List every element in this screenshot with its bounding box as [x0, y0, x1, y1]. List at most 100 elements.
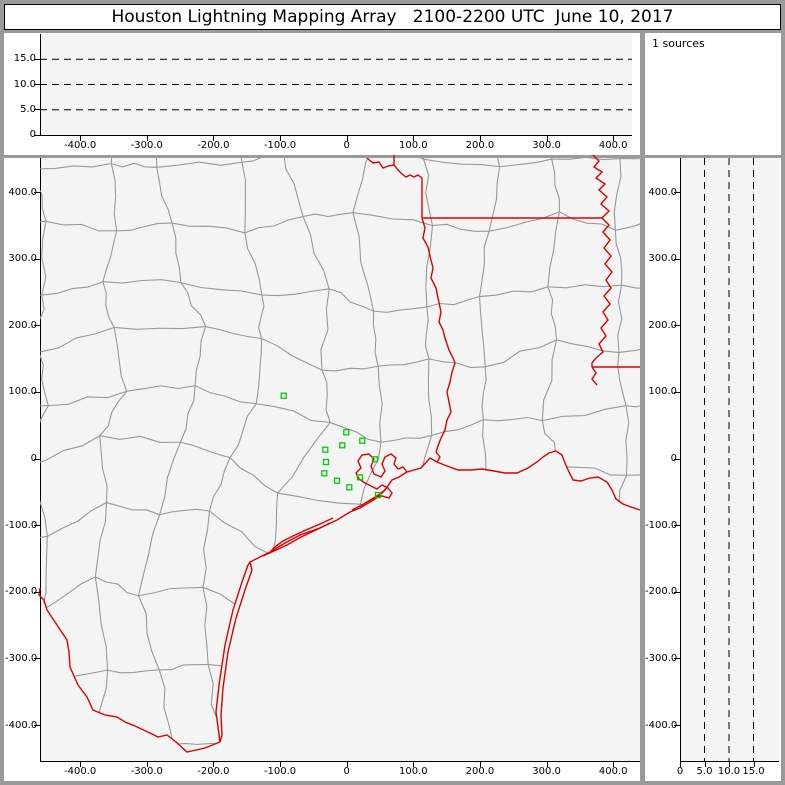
county-line	[39, 162, 112, 170]
county-line	[372, 311, 379, 367]
lma-station-marker[interactable]	[371, 456, 379, 463]
lma-station-marker[interactable]	[322, 446, 329, 453]
map-y-tick-label: 400.0	[8, 186, 37, 198]
county-line	[116, 222, 173, 232]
county-line	[171, 222, 245, 234]
map-x-tick	[280, 761, 282, 767]
county-line	[241, 162, 246, 233]
altitude-ew-x-tick	[613, 135, 615, 141]
lma-station-marker[interactable]	[339, 442, 346, 449]
map-x-tick-label: -200.0	[197, 766, 230, 777]
county-line	[426, 295, 480, 308]
county-line	[478, 230, 490, 297]
lma-station-marker[interactable]	[333, 477, 341, 484]
altitude-ew-x-tick-label: -100.0	[263, 140, 297, 151]
county-line	[110, 163, 118, 231]
county-line	[283, 158, 304, 217]
altitude-ns-y-tick	[674, 258, 681, 260]
county-line	[547, 211, 561, 287]
altitude-ew-x-tick	[479, 135, 481, 141]
altitude-ew-y-tick-label: 0	[29, 129, 36, 140]
county-line	[93, 739, 174, 747]
county-line	[202, 510, 211, 588]
county-line	[268, 617, 274, 681]
county-line	[614, 230, 623, 286]
altitude-ns-y-tick-label: -400.0	[645, 719, 678, 731]
county-line	[403, 524, 410, 575]
altitude-ns-y-axis	[680, 158, 681, 762]
county-line	[424, 306, 430, 360]
map-y-tick-label: 300.0	[8, 253, 37, 265]
county-line	[351, 669, 360, 726]
county-line	[539, 665, 547, 743]
altitude-ew-y-tick	[34, 58, 41, 60]
map-x-tick	[413, 761, 415, 767]
lma-station-marker[interactable]	[359, 437, 366, 444]
county-line	[626, 470, 640, 476]
county-line	[608, 539, 627, 596]
lma-station-marker[interactable]	[356, 474, 364, 481]
county-line	[352, 158, 374, 213]
map-x-tick	[346, 761, 348, 767]
state-border-matagorda-outer	[262, 522, 331, 557]
county-line	[427, 358, 433, 436]
map-x-tick-label: 300.0	[532, 766, 561, 777]
lma-station-marker[interactable]	[343, 429, 350, 436]
lma-station-marker[interactable]	[346, 484, 353, 491]
altitude-ns-y-tick	[674, 192, 681, 193]
county-line	[272, 680, 294, 741]
altitude-ew-x-tick-label: 400.0	[598, 140, 628, 151]
altitude-ns-x-tick	[729, 761, 730, 767]
county-line	[613, 595, 627, 677]
county-line	[551, 158, 561, 212]
altitude-ns-x-tick-label: 5.0	[696, 766, 713, 777]
lma-station-marker[interactable]	[280, 392, 287, 399]
altitude-ns-x-tick-label: 10.0	[717, 766, 741, 777]
county-line	[617, 352, 627, 406]
county-line	[432, 223, 490, 232]
county-line	[476, 547, 489, 603]
county-line	[261, 288, 330, 297]
county-line	[345, 574, 406, 581]
lma-station-marker[interactable]	[321, 470, 328, 477]
county-line	[180, 282, 207, 327]
altitude-ns-y-tick	[674, 658, 681, 660]
altitude-ns-x-tick	[680, 761, 681, 767]
county-line	[542, 405, 627, 422]
map-y-tick	[34, 192, 41, 193]
county-line	[156, 167, 173, 224]
altitude-ns-gridlines	[704, 158, 754, 761]
altitude-ns-x-tick-label: 15.0	[742, 766, 765, 777]
county-line	[489, 211, 560, 232]
altitude-ew-x-tick	[80, 135, 82, 141]
state-border-la-coast	[436, 450, 641, 511]
altitude-ew-x-tick	[413, 135, 415, 141]
county-line	[114, 326, 206, 330]
county-line	[329, 630, 353, 670]
county-line	[352, 212, 433, 227]
county-line	[48, 390, 127, 407]
county-line	[483, 416, 543, 422]
county-line	[418, 734, 497, 748]
map-y-tick-label: 0	[30, 453, 37, 464]
county-line	[329, 421, 382, 443]
county-line	[39, 351, 49, 406]
altitude-ew-y-tick-label: 5.0	[20, 103, 36, 115]
lma-station-marker[interactable]	[374, 491, 382, 499]
county-map[interactable]	[38, 154, 641, 761]
county-line	[496, 742, 546, 748]
altitude-ns-y-tick-label: -200.0	[645, 586, 678, 598]
altitude-ew-x-tick-label: -300.0	[130, 140, 163, 151]
county-line	[41, 576, 96, 611]
county-line	[482, 419, 487, 488]
county-line	[102, 279, 181, 284]
map-y-tick	[34, 458, 41, 460]
county-line	[398, 601, 477, 631]
altitude-ew-x-tick	[146, 135, 148, 141]
county-line	[541, 339, 558, 421]
county-line	[180, 441, 231, 459]
lma-station-marker[interactable]	[322, 458, 330, 466]
altitude-ns-y-tick	[674, 391, 681, 393]
state-border-gulf-coast-tx	[247, 457, 438, 566]
county-line	[209, 510, 273, 556]
